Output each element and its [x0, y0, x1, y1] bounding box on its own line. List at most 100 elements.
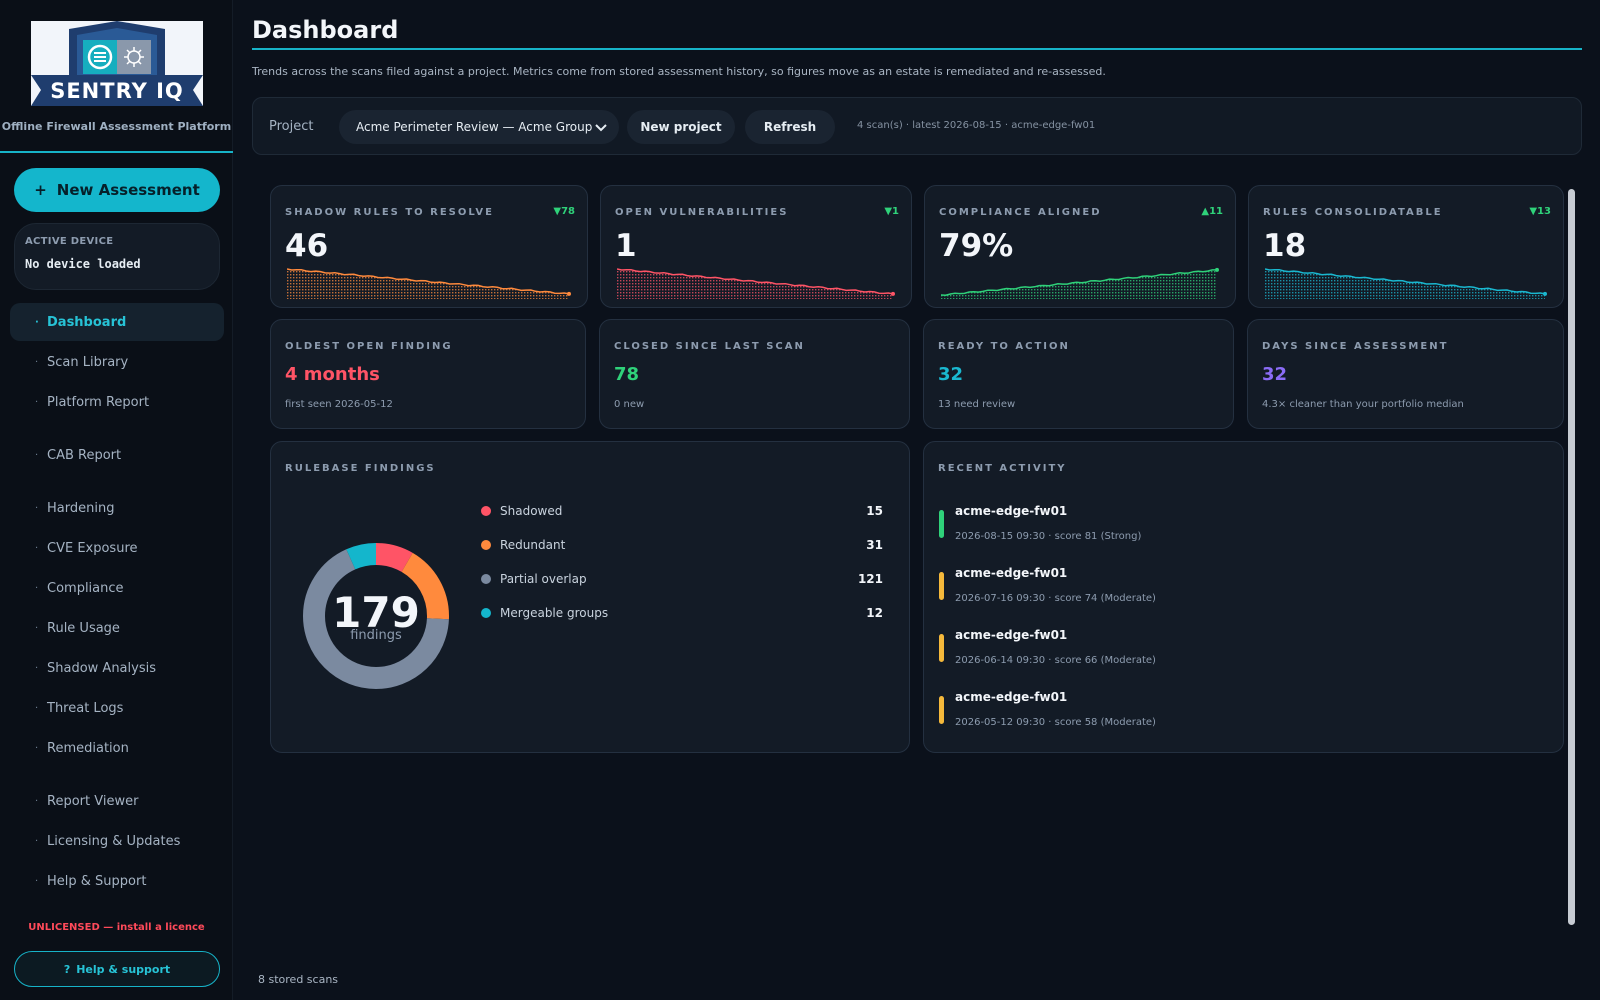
stat-value: 4 months: [285, 364, 380, 385]
sparkline-area: [941, 269, 1217, 299]
stat-sub: 0 new: [614, 399, 645, 410]
active-device-label: ACTIVE DEVICE: [25, 236, 114, 247]
activity-detail: 2026-06-14 09:30 · score 66 (Moderate): [955, 655, 1156, 666]
kpi-card-compliance-aligned: COMPLIANCE ALIGNED ▲11 79%: [924, 185, 1236, 308]
legend-value: 31: [866, 538, 883, 552]
sidebar-item-hardening[interactable]: · Hardening: [10, 489, 224, 527]
activity-status-bar: [939, 572, 944, 600]
stat-label: OLDEST OPEN FINDING: [285, 341, 453, 352]
kpi-card-shadow-rules: SHADOW RULES TO RESOLVE ▼78 46: [270, 185, 588, 308]
kpi-card-open-vulnerabilities: OPEN VULNERABILITIES ▼1 1: [600, 185, 912, 308]
sparkline-line: [617, 268, 894, 295]
findings-total: 179: [332, 588, 420, 637]
activity-detail: 2026-05-12 09:30 · score 58 (Moderate): [955, 717, 1156, 728]
sidebar-item-label: Remediation: [47, 740, 129, 756]
legend-item: Mergeable groups 12: [481, 603, 897, 623]
kpi-delta: ▲11: [1201, 206, 1223, 217]
sidebar-item-label: Platform Report: [47, 394, 150, 410]
bullet-icon: ·: [35, 582, 39, 594]
bullet-icon: ·: [35, 542, 39, 554]
sidebar-item-report-viewer[interactable]: · Report Viewer: [10, 782, 224, 820]
legend-name: Shadowed: [500, 504, 563, 518]
bullet-icon: ·: [35, 316, 39, 328]
project-label: Project: [269, 119, 314, 134]
sparkline-line: [287, 268, 570, 295]
sparkline: [941, 267, 1219, 299]
sidebar-item-label: Compliance: [47, 580, 124, 596]
legend-value: 121: [857, 572, 883, 586]
activity-item[interactable]: acme-edge-fw01 2026-06-14 09:30 · score …: [938, 628, 1538, 678]
sidebar-item-help-support[interactable]: · Help & Support: [10, 862, 224, 900]
donut-slice-redundant: [303, 543, 449, 689]
activity-item[interactable]: acme-edge-fw01 2026-05-12 09:30 · score …: [938, 690, 1538, 740]
content-scrollbar[interactable]: [1568, 189, 1575, 925]
active-device-panel: ACTIVE DEVICE No device loaded: [14, 223, 220, 290]
sparkline-endpoint: [1215, 267, 1219, 272]
bullet-icon: ·: [35, 835, 39, 847]
recent-activity-panel: RECENT ACTIVITY acme-edge-fw01 2026-08-1…: [923, 441, 1564, 753]
sidebar-item-scan-library[interactable]: · Scan Library: [10, 343, 224, 381]
bullet-icon: ·: [35, 356, 39, 368]
activity-status-bar: [939, 634, 944, 662]
legend-name: Redundant: [500, 538, 566, 552]
legend-dot: [481, 608, 491, 618]
sidebar-item-threat-logs[interactable]: · Threat Logs: [10, 689, 224, 727]
activity-detail: 2026-08-15 09:30 · score 81 (Strong): [955, 531, 1142, 542]
sidebar-item-cab-report[interactable]: · CAB Report: [10, 436, 224, 474]
findings-label: RULEBASE FINDINGS: [285, 463, 436, 474]
kpi-value: 1: [615, 228, 637, 264]
donut-slice-mergeable-groups: [303, 543, 449, 689]
legend-value: 12: [866, 606, 883, 620]
stat-label: CLOSED SINCE LAST SCAN: [614, 341, 805, 352]
license-warning: UNLICENSED — install a licence: [28, 922, 205, 933]
sidebar-item-label: Scan Library: [47, 354, 129, 370]
sidebar-item-label: Shadow Analysis: [47, 660, 156, 676]
legend-name: Mergeable groups: [500, 606, 609, 620]
sidebar-item-shadow-analysis[interactable]: · Shadow Analysis: [10, 649, 224, 687]
bullet-icon: ·: [35, 702, 39, 714]
sidebar-item-compliance[interactable]: · Compliance: [10, 569, 224, 607]
activity-item[interactable]: acme-edge-fw01 2026-08-15 09:30 · score …: [938, 504, 1538, 554]
legend-dot: [481, 506, 491, 516]
new-project-button[interactable]: New project: [627, 110, 735, 144]
sidebar-item-rule-usage[interactable]: · Rule Usage: [10, 609, 224, 647]
refresh-button[interactable]: Refresh: [745, 110, 835, 144]
sidebar-item-platform-report[interactable]: · Platform Report: [10, 383, 224, 421]
bullet-icon: ·: [35, 622, 39, 634]
activity-device: acme-edge-fw01: [955, 690, 1068, 704]
page-title: Dashboard: [252, 16, 399, 44]
sidebar-item-remediation[interactable]: · Remediation: [10, 729, 224, 767]
activity-item[interactable]: acme-edge-fw01 2026-07-16 09:30 · score …: [938, 566, 1538, 616]
sidebar-item-cve-exposure[interactable]: · CVE Exposure: [10, 529, 224, 567]
stat-card-oldest-open-finding: OLDEST OPEN FINDING 4 months first seen …: [270, 319, 586, 429]
project-bar: Project Acme Perimeter Review — Acme Gro…: [252, 97, 1582, 155]
stat-label: READY TO ACTION: [938, 341, 1070, 352]
legend-name: Partial overlap: [500, 572, 587, 586]
bullet-icon: ·: [35, 742, 39, 754]
bullet-icon: ·: [35, 502, 39, 514]
svg-text:SENTRY IQ: SENTRY IQ: [50, 79, 184, 103]
new-assessment-button[interactable]: + New Assessment: [14, 168, 220, 212]
bullet-icon: ·: [35, 396, 39, 408]
stat-card-closed-since-last-scan: CLOSED SINCE LAST SCAN 78 0 new: [599, 319, 910, 429]
sidebar-item-dashboard[interactable]: · Dashboard: [10, 303, 224, 341]
sparkline-endpoint: [1543, 291, 1547, 296]
stat-label: DAYS SINCE ASSESSMENT: [1262, 341, 1449, 352]
legend-item: Partial overlap 121: [481, 569, 897, 589]
kpi-label: SHADOW RULES TO RESOLVE: [285, 207, 494, 218]
legend-value: 15: [866, 504, 883, 518]
sidebar-item-label: Rule Usage: [47, 620, 120, 636]
activity-status-bar: [939, 510, 944, 538]
plus-icon: +: [34, 181, 47, 199]
sidebar-item-licensing-updates[interactable]: · Licensing & Updates: [10, 822, 224, 860]
bullet-icon: ·: [35, 795, 39, 807]
help-support-button[interactable]: ? Help & support: [14, 951, 220, 987]
question-icon: ?: [63, 962, 71, 976]
kpi-delta: ▼1: [884, 206, 899, 217]
activity-device: acme-edge-fw01: [955, 628, 1068, 642]
activity-device: acme-edge-fw01: [955, 504, 1068, 518]
kpi-label: COMPLIANCE ALIGNED: [939, 207, 1102, 218]
bullet-icon: ·: [35, 662, 39, 674]
kpi-card-rules-consolidatable: RULES CONSOLIDATABLE ▼13 18: [1248, 185, 1564, 308]
project-select[interactable]: Acme Perimeter Review — Acme Group: [339, 110, 619, 144]
